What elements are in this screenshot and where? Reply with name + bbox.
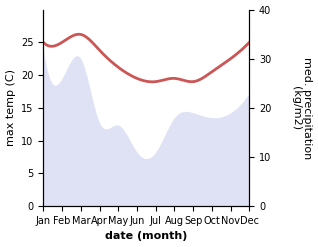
X-axis label: date (month): date (month)	[105, 231, 188, 242]
Y-axis label: med. precipitation
(kg/m2): med. precipitation (kg/m2)	[291, 57, 313, 159]
Y-axis label: max temp (C): max temp (C)	[5, 69, 16, 146]
